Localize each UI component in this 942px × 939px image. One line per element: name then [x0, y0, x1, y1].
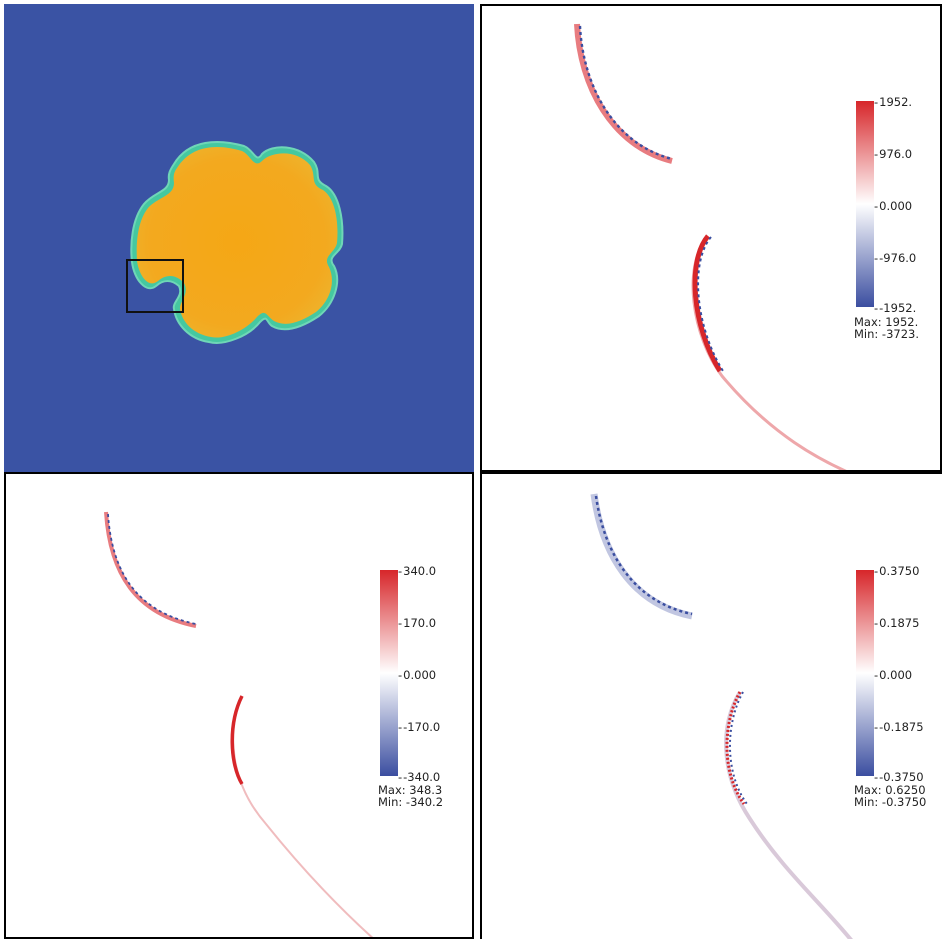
colorbar-3-tick-2: 0.1875: [874, 617, 919, 630]
field-plot-1: [574, 23, 847, 470]
colorbar-1: [856, 101, 874, 307]
colorbar-3-tick-1: 0.3750: [874, 565, 919, 578]
colorbar-1-tick-5: -1952.: [874, 302, 916, 315]
field-plot-3: [590, 493, 853, 939]
overview-field: [126, 141, 344, 344]
colorbar-1-tick-3: 0.000: [874, 200, 912, 213]
colorbar-1-tick-4: -976.0: [874, 252, 916, 265]
colorbar-2-max: Max: 348.3: [378, 783, 443, 797]
colorbar-2-tick-4: -170.0: [398, 721, 440, 734]
field-plot-2: [104, 511, 374, 937]
colorbar-1-tick-2: 976.0: [874, 148, 912, 161]
colorbar-2-tick-2: 170.0: [398, 617, 436, 630]
colorbar-3-tick-5: -0.3750: [874, 771, 923, 784]
colorbar-1-max: Max: 1952.: [854, 315, 919, 329]
overview-panel: [4, 4, 474, 472]
colorbar-2-tick-5: -340.0: [398, 771, 440, 784]
field-panel-1: 1952. 976.0 0.000 -976.0 -1952. Max: 195…: [480, 4, 942, 472]
colorbar-3-tick-4: -0.1875: [874, 721, 923, 734]
colorbar-2: [380, 570, 398, 776]
zoom-box: [126, 259, 184, 313]
colorbar-3-tick-3: 0.000: [874, 669, 912, 682]
colorbar-3-max: Max: 0.6250: [854, 783, 926, 797]
colorbar-1-min: Min: -3723.: [854, 327, 920, 341]
colorbar-3: [856, 570, 874, 776]
droplet-core: [136, 146, 338, 338]
field-panel-2: 340.0 170.0 0.000 -170.0 -340.0 Max: 348…: [4, 472, 474, 939]
colorbar-3-min: Min: -0.3750: [854, 795, 927, 809]
field-panel-3: 0.3750 0.1875 0.000 -0.1875 -0.3750 Max:…: [480, 472, 942, 939]
colorbar-2-min: Min: -340.2: [378, 795, 444, 809]
colorbar-2-tick-3: 0.000: [398, 669, 436, 682]
colorbar-2-tick-1: 340.0: [398, 565, 436, 578]
colorbar-1-tick-1: 1952.: [874, 96, 912, 109]
